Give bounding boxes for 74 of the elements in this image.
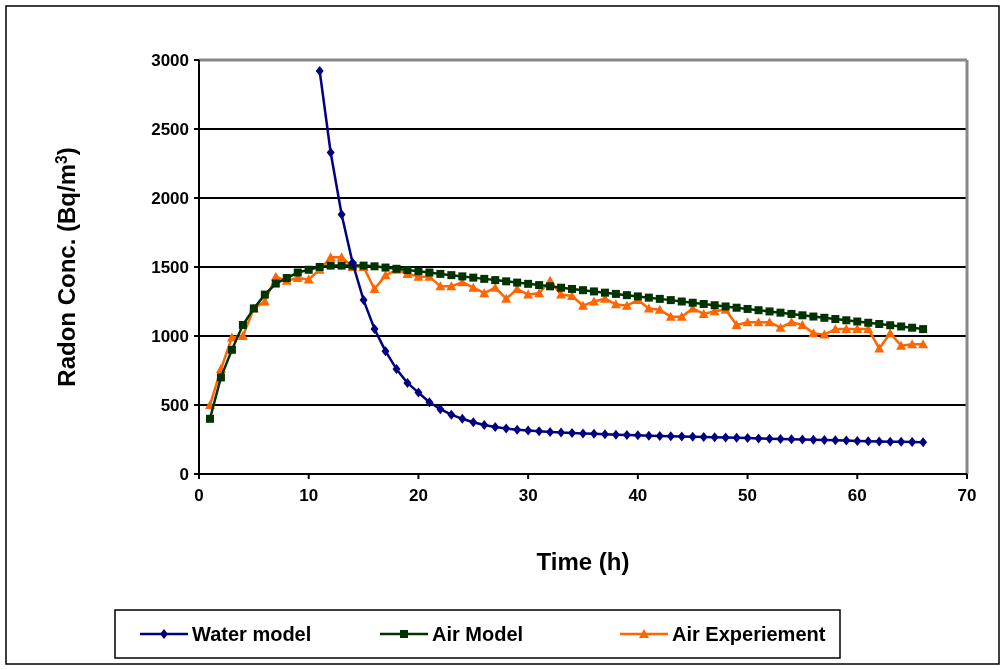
point — [688, 431, 697, 442]
x-tick-label: 70 — [957, 486, 977, 505]
point — [710, 432, 719, 443]
point — [348, 257, 357, 268]
point — [809, 434, 818, 445]
point — [381, 346, 390, 357]
point — [765, 433, 774, 444]
point — [589, 428, 598, 439]
x-tick-label: 50 — [738, 486, 758, 505]
point — [776, 433, 785, 444]
y-tick-label: 3000 — [151, 50, 189, 70]
legend-label: Water model — [192, 623, 312, 645]
point — [370, 324, 379, 335]
y-tick-label: 500 — [160, 395, 189, 415]
point — [546, 426, 555, 437]
point — [666, 431, 675, 442]
point — [392, 364, 401, 375]
point — [600, 429, 609, 440]
point — [622, 430, 631, 441]
point — [502, 423, 511, 434]
point — [458, 413, 467, 424]
point — [480, 420, 489, 431]
point — [897, 436, 906, 447]
point — [535, 426, 544, 437]
point — [908, 436, 917, 447]
point — [677, 431, 686, 442]
point — [513, 424, 522, 435]
point — [568, 428, 577, 439]
x-axis-title: Time (h) — [536, 548, 630, 575]
point — [611, 429, 620, 440]
point — [403, 377, 412, 388]
x-tick-label: 60 — [847, 486, 867, 505]
point — [754, 433, 763, 444]
legend-label: Air Model — [432, 623, 524, 645]
x-tick-label: 10 — [299, 486, 319, 505]
point — [732, 432, 741, 443]
point — [875, 436, 884, 447]
point — [864, 436, 873, 447]
point — [425, 397, 434, 408]
point — [919, 437, 928, 448]
point — [524, 425, 533, 436]
point — [447, 409, 456, 420]
point — [633, 430, 642, 441]
point — [842, 435, 851, 446]
point — [831, 435, 840, 446]
x-tick-label: 20 — [408, 486, 428, 505]
point — [644, 430, 653, 441]
point — [721, 432, 730, 443]
y-tick-label: 2500 — [151, 119, 189, 139]
x-tick-label: 40 — [628, 486, 648, 505]
point — [326, 147, 335, 158]
point — [359, 295, 368, 306]
point — [798, 434, 807, 445]
point — [337, 209, 346, 220]
point — [820, 435, 829, 446]
point — [436, 404, 445, 415]
point — [743, 433, 752, 444]
point — [557, 427, 566, 438]
y-tick-label: 1500 — [151, 257, 189, 277]
point — [699, 432, 708, 443]
point — [469, 417, 478, 428]
y-tick-label: 1000 — [151, 326, 189, 346]
point — [853, 435, 862, 446]
y-tick-label: 2000 — [151, 188, 189, 208]
x-tick-label: 0 — [194, 486, 204, 505]
point — [491, 422, 500, 433]
point — [414, 387, 423, 398]
legend-label: Air Experiement — [672, 623, 826, 645]
x-tick-label: 30 — [518, 486, 538, 505]
point — [579, 428, 587, 439]
point — [886, 436, 895, 447]
point — [787, 434, 796, 445]
y-tick-label: 0 — [179, 464, 189, 484]
point — [655, 430, 664, 441]
